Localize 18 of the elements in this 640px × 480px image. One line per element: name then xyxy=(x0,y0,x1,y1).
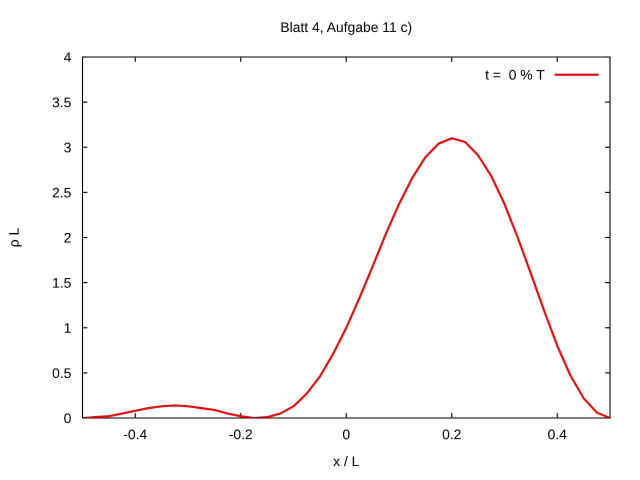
y-tick-label: 1 xyxy=(64,323,71,333)
chart-title: Blatt 4, Aufgabe 11 c) xyxy=(282,22,412,35)
y-tick-label: 1.5 xyxy=(53,278,71,288)
y-tick-label: 0.5 xyxy=(52,368,71,378)
y-axis-title: ρ L xyxy=(9,228,22,246)
x-tick-label: 0 xyxy=(342,429,350,440)
y-tick-label: 2 xyxy=(64,232,71,243)
legend-label: t = 0 % T xyxy=(485,70,544,80)
x-tick-label: 0.2 xyxy=(442,429,461,440)
x-tick-label: -0.2 xyxy=(229,429,252,440)
y-tick-label: 0 xyxy=(64,413,71,424)
y-tick-label: 3.5 xyxy=(52,97,71,108)
y-tick-label: 3 xyxy=(64,142,71,152)
x-axis-title: x / L xyxy=(333,456,359,466)
y-tick-label: 4 xyxy=(64,52,71,62)
x-tick-label: 0.4 xyxy=(548,429,566,440)
y-tick-label: 2.5 xyxy=(52,188,71,198)
x-tick-label: -0.4 xyxy=(124,429,147,440)
